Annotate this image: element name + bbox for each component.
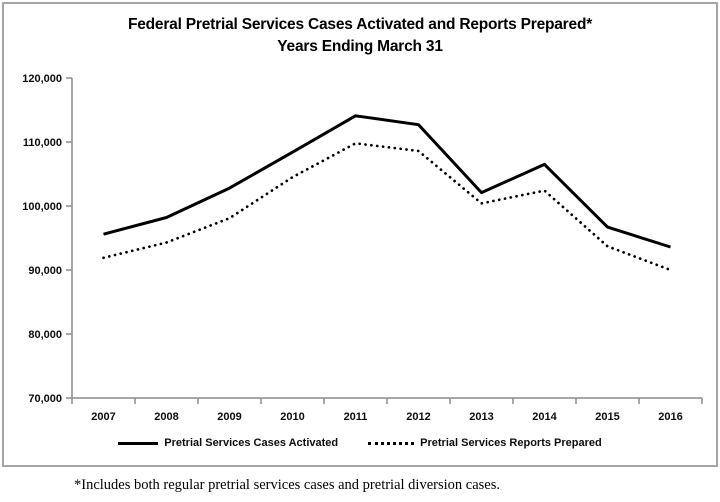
line-chart: 70,000 80,000 90,000 100,000 110,000 120,000 2…	[22, 73, 703, 423]
x-tick-label: 2015	[595, 411, 619, 423]
chart-footnote: *Includes both regular pretrial services…	[74, 477, 500, 493]
x-tick-label: 2007	[91, 411, 115, 423]
x-tick-label: 2013	[469, 411, 493, 423]
x-tick-label: 2016	[658, 411, 682, 423]
legend-item-cases-activated: Pretrial Services Cases Activated	[118, 437, 338, 449]
x-tick-label: 2012	[406, 411, 430, 423]
series-line-dotted	[102, 141, 672, 272]
dotted-line-swatch-icon	[368, 441, 415, 445]
y-tick-label: 100,000	[22, 201, 62, 213]
chart-legend: Pretrial Services Cases Activated Pretri…	[4, 437, 716, 449]
chart-title-block: Federal Pretrial Services Cases Activate…	[4, 14, 716, 58]
y-tick-label: 80,000	[28, 329, 62, 341]
chart-box: Federal Pretrial Services Cases Activate…	[2, 2, 718, 467]
legend-label: Pretrial Services Reports Prepared	[420, 437, 602, 449]
y-tick-label: 90,000	[28, 265, 62, 277]
x-tick-label: 2009	[217, 411, 241, 423]
y-tick-label: 110,000	[23, 137, 62, 149]
x-tick-label: 2010	[280, 411, 304, 423]
x-tick-label: 2014	[532, 411, 557, 423]
legend-item-reports-prepared: Pretrial Services Reports Prepared	[368, 437, 602, 449]
chart-subtitle: Years Ending March 31	[277, 38, 443, 55]
x-tick-label: 2008	[154, 411, 178, 423]
x-tick-label: 2011	[344, 411, 368, 423]
y-tick-label: 70,000	[28, 393, 62, 405]
legend-label: Pretrial Services Cases Activated	[164, 437, 339, 449]
series-line-solid	[103, 114, 671, 249]
chart-title: Federal Pretrial Services Cases Activate…	[127, 16, 593, 33]
solid-line-swatch-icon	[118, 441, 159, 445]
y-tick-label: 120,000	[22, 73, 62, 85]
